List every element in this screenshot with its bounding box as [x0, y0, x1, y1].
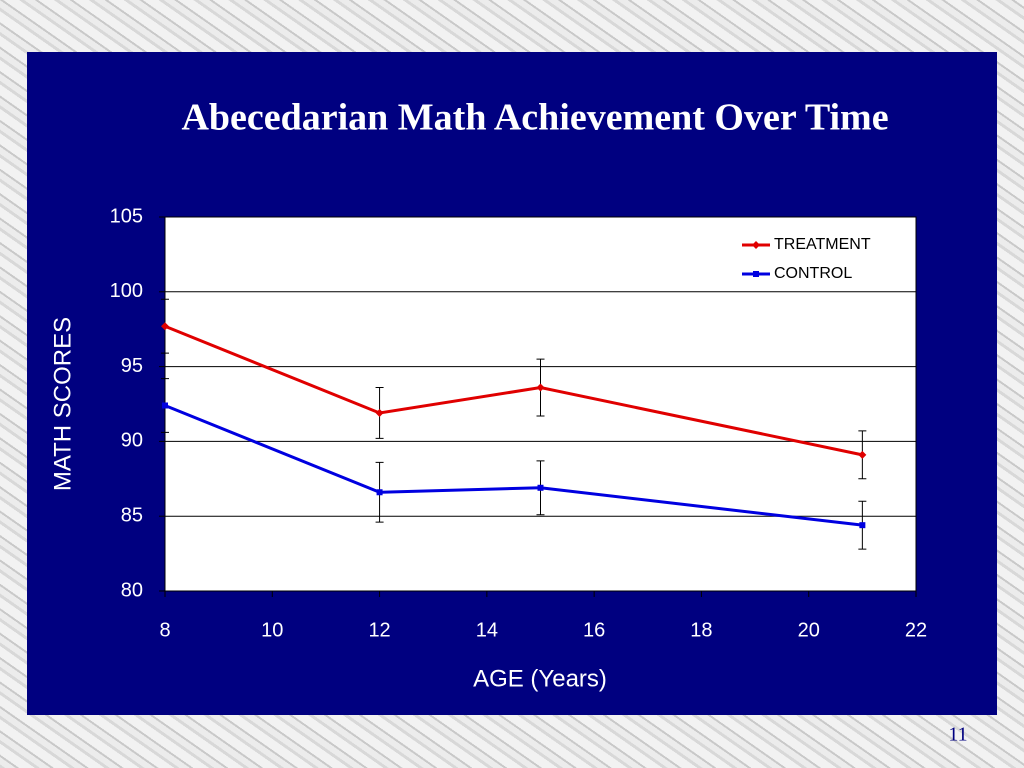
marker	[859, 522, 866, 529]
marker	[376, 489, 383, 496]
series-line	[164, 404, 863, 527]
chart-title: Abecedarian Math Achievement Over Time	[181, 97, 888, 139]
marker	[537, 484, 544, 491]
marker	[752, 241, 760, 249]
x-tick-label: 20	[798, 619, 820, 641]
marker	[858, 450, 867, 459]
x-tick-label: 8	[159, 619, 170, 641]
marker	[753, 271, 759, 277]
page-number: 11	[948, 724, 967, 746]
marker	[375, 408, 384, 417]
x-axis-label: AGE (Years)	[473, 665, 607, 692]
series-line	[164, 324, 863, 457]
x-tick-label: 10	[261, 619, 283, 641]
y-tick-label: 90	[121, 430, 143, 452]
x-tick-label: 14	[476, 619, 498, 641]
x-tick-label: 16	[583, 619, 605, 641]
legend-label: CONTROL	[774, 265, 852, 282]
y-tick-label: 85	[121, 504, 143, 526]
x-tick-label: 12	[368, 619, 390, 641]
x-tick-label: 18	[690, 619, 712, 641]
y-tick-label: 80	[121, 579, 143, 601]
y-tick-label: 100	[110, 280, 143, 302]
marker	[161, 322, 169, 331]
marker	[162, 402, 168, 409]
legend-label: TREATMENT	[774, 236, 871, 253]
y-tick-label: 105	[110, 205, 143, 227]
y-tick-label: 95	[121, 355, 143, 377]
marker	[536, 383, 545, 392]
x-tick-label: 22	[905, 619, 927, 641]
legend-box	[734, 231, 908, 289]
y-axis-label: MATH SCORES	[49, 317, 76, 491]
